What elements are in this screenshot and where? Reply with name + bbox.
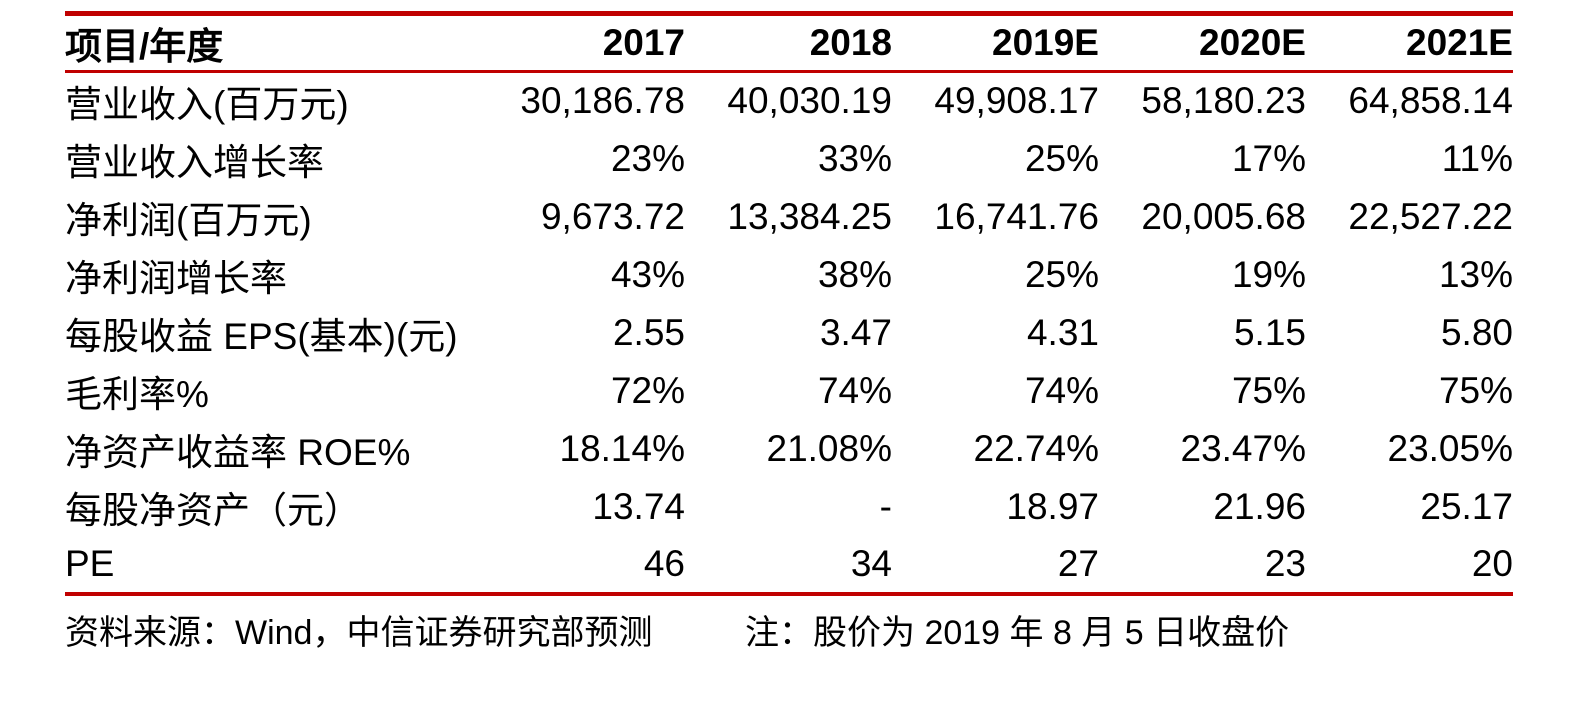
row-label: 营业收入增长率: [65, 141, 324, 183]
data-source-note: 资料来源：Wind，中信证券研究部预测: [65, 613, 653, 652]
row-label: 净利润增长率: [65, 257, 287, 299]
financial-summary-table: 项目/年度 2017 2018 2019E 2020E 2021E 营业收入(百…: [65, 11, 1513, 596]
value-cell: 2.55: [612, 311, 685, 353]
value-cell: 46: [643, 542, 685, 584]
table-row-pe: PE 46 34 27 23 20: [65, 536, 1513, 594]
table-row-gross-margin: 毛利率% 72% 74% 74% 75% 75%: [65, 362, 1513, 420]
column-header-2017: 2017: [602, 22, 685, 63]
table-row-revenue: 营业收入(百万元) 30,186.78 40,030.19 49,908.17 …: [65, 72, 1513, 130]
value-cell: 3.47: [819, 311, 892, 353]
table-row-net-profit: 净利润(百万元) 9,673.72 13,384.25 16,741.76 20…: [65, 188, 1513, 246]
column-header-2018: 2018: [809, 22, 892, 63]
row-label: 毛利率%: [65, 373, 209, 415]
row-label: 每股净资产（元）: [65, 489, 361, 531]
value-cell: 30,186.78: [520, 80, 685, 122]
row-label: 每股收益 EPS(基本)(元): [65, 315, 458, 357]
table-row-book-value-per-share: 每股净资产（元） 13.74 - 18.97 21.96 25.17: [65, 478, 1513, 536]
value-cell: 25%: [1024, 137, 1099, 179]
value-cell: 23: [1264, 542, 1306, 584]
column-header-2020e: 2020E: [1199, 22, 1306, 63]
value-cell: 20: [1471, 542, 1513, 584]
value-cell: 58,180.23: [1141, 80, 1306, 122]
value-cell: 74%: [817, 369, 892, 411]
value-cell: 75%: [1231, 369, 1306, 411]
table-row-roe: 净资产收益率 ROE% 18.14% 21.08% 22.74% 23.47% …: [65, 420, 1513, 478]
value-cell: 43%: [610, 253, 685, 295]
value-cell: 72%: [610, 369, 685, 411]
table-row-revenue-growth: 营业收入增长率 23% 33% 25% 17% 11%: [65, 130, 1513, 188]
row-label: 净利润(百万元): [65, 199, 312, 241]
value-cell: 21.08%: [766, 427, 893, 469]
value-cell: 5.80: [1440, 311, 1513, 353]
value-cell: 18.97: [1006, 485, 1099, 527]
value-cell: 16,741.76: [934, 195, 1099, 237]
table-row-eps: 每股收益 EPS(基本)(元) 2.55 3.47 4.31 5.15 5.80: [65, 304, 1513, 362]
value-cell: 33%: [817, 137, 892, 179]
value-cell: 13,384.25: [727, 195, 892, 237]
table-row-net-profit-growth: 净利润增长率 43% 38% 25% 19% 13%: [65, 246, 1513, 304]
value-cell: 23.47%: [1180, 427, 1307, 469]
row-label: 营业收入(百万元): [65, 84, 349, 126]
value-cell: 34: [850, 542, 892, 584]
value-cell: 4.31: [1026, 311, 1099, 353]
column-header-2019e: 2019E: [992, 22, 1099, 63]
value-cell: 22.74%: [973, 427, 1100, 469]
value-cell: 22,527.22: [1348, 195, 1513, 237]
value-cell: 23%: [610, 137, 685, 179]
table-footnotes: 资料来源：Wind，中信证券研究部预测 注：股价为 2019 年 8 月 5 日…: [65, 605, 1513, 653]
value-cell: 13.74: [592, 485, 685, 527]
value-cell: 5.15: [1233, 311, 1306, 353]
value-cell: 23.05%: [1387, 427, 1514, 469]
price-date-note: 注：股价为 2019 年 8 月 5 日收盘价: [745, 613, 1290, 652]
value-cell: 38%: [817, 253, 892, 295]
value-cell: 13%: [1438, 253, 1513, 295]
column-header-2021e: 2021E: [1406, 22, 1513, 63]
value-cell: 17%: [1231, 137, 1306, 179]
value-cell: 40,030.19: [727, 80, 892, 122]
value-cell: 25.17: [1420, 485, 1513, 527]
value-cell: 75%: [1438, 369, 1513, 411]
value-cell: 9,673.72: [540, 195, 685, 237]
value-cell: 27: [1057, 542, 1099, 584]
value-cell: 18.14%: [559, 427, 686, 469]
value-cell: 64,858.14: [1348, 80, 1513, 122]
value-cell: 25%: [1024, 253, 1099, 295]
report-page: 项目/年度 2017 2018 2019E 2020E 2021E 营业收入(百…: [65, 11, 1513, 653]
column-header-item-year: 项目/年度: [65, 26, 224, 67]
value-cell: 19%: [1231, 253, 1306, 295]
value-cell: 74%: [1024, 369, 1099, 411]
value-cell: 21.96: [1213, 485, 1306, 527]
value-cell: -: [879, 485, 892, 527]
value-cell: 49,908.17: [934, 80, 1099, 122]
row-label: PE: [65, 542, 115, 584]
value-cell: 20,005.68: [1141, 195, 1306, 237]
value-cell: 11%: [1441, 137, 1513, 179]
table-header-row: 项目/年度 2017 2018 2019E 2020E 2021E: [65, 14, 1513, 72]
row-label: 净资产收益率 ROE%: [65, 431, 411, 473]
